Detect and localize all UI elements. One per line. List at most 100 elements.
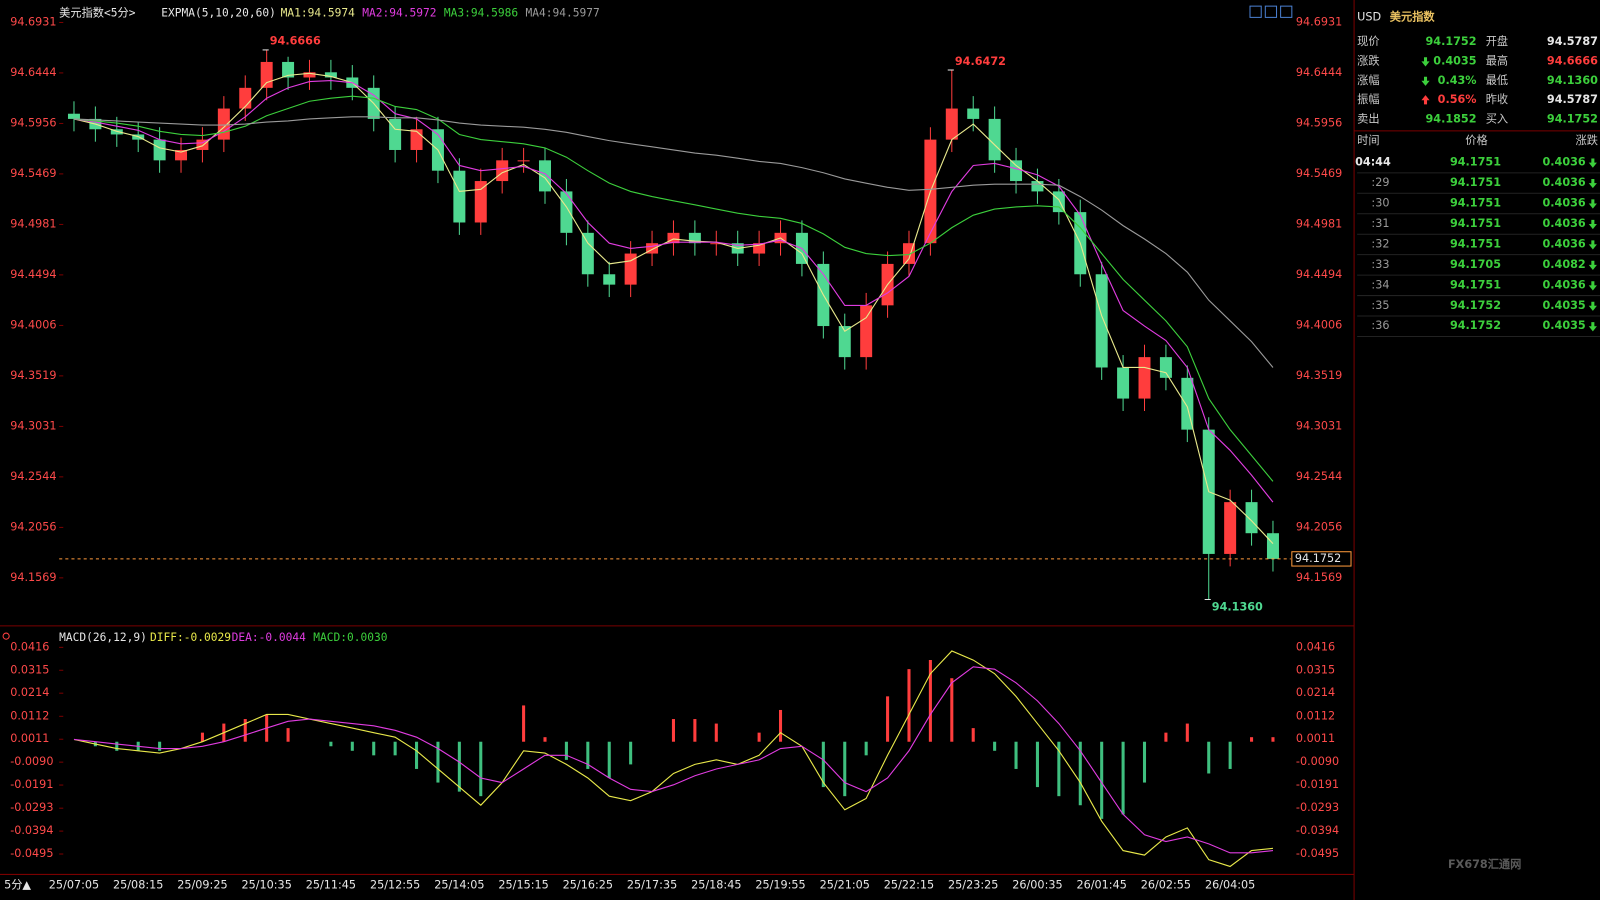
quote-value: 94.5787 (1547, 93, 1598, 106)
y-tick-label: 0.0011 (1296, 732, 1335, 745)
y-tick-label: 94.4494 (1296, 268, 1342, 281)
candle-body (410, 129, 423, 150)
candle-body (688, 232, 701, 244)
tick-time: :32 (1371, 237, 1389, 250)
y-tick-label: -0.0394 (10, 824, 53, 837)
indicator-icon[interactable] (2, 632, 10, 640)
quote-label: 振幅 (1357, 92, 1379, 106)
table-header: 涨跌 (1576, 133, 1598, 147)
tick-change: 0.4035 (1542, 299, 1585, 312)
legend-entry: DEA:-0.0044 (232, 631, 306, 644)
tick-change: 0.4036 (1542, 217, 1585, 230)
indicator-line (73, 650, 1274, 868)
x-tick-label: 26/02:55 (1141, 879, 1191, 892)
x-tick-label: 25/17:35 (627, 879, 677, 892)
y-tick-label: 94.2056 (1296, 520, 1342, 533)
legend-entry: DIFF:-0.0029 (150, 631, 231, 644)
candle-body (624, 253, 637, 285)
tick-time: :36 (1371, 319, 1389, 332)
y-tick-label: -0.0293 (1296, 801, 1339, 814)
tick-time: :35 (1371, 299, 1389, 312)
arrow-down (1588, 301, 1597, 311)
x-tick-label: 25/08:15 (113, 879, 163, 892)
quote-value: 94.1752 (1425, 35, 1476, 48)
x-tick-label: 25/12:55 (370, 879, 420, 892)
tick-price: 94.1751 (1450, 217, 1501, 230)
quote-label: 最高 (1486, 53, 1508, 67)
x-tick-label: 25/11:45 (306, 879, 356, 892)
y-tick-label: 94.3519 (1296, 369, 1342, 382)
tick-price: 94.1751 (1450, 197, 1501, 210)
arrow-down (1588, 158, 1597, 168)
x-tick-label: 26/00:35 (1012, 879, 1062, 892)
y-tick-label: -0.0191 (10, 778, 53, 791)
x-tick-label: 25/10:35 (241, 879, 291, 892)
tick-time: 04:44 (1355, 156, 1391, 169)
candle-body (1159, 357, 1172, 378)
y-tick-label: -0.0293 (10, 801, 53, 814)
arrow-down (1588, 281, 1597, 291)
candle-body (67, 113, 80, 119)
candle-body (838, 326, 851, 358)
x-tick-label: 25/15:15 (498, 879, 548, 892)
y-tick-label: 0.0112 (1296, 709, 1335, 722)
candle-body (324, 72, 337, 78)
arrow-down (1421, 57, 1430, 67)
chart-title: MACD(26,12,9) (59, 631, 147, 644)
y-tick-label: 94.5469 (10, 167, 56, 180)
arrow-down (1421, 76, 1430, 86)
candle-body (282, 61, 295, 78)
chart-title: 美元指数<5分> (59, 5, 136, 19)
x-tick-label: 26/04:05 (1205, 879, 1255, 892)
table-header: 时间 (1357, 134, 1379, 147)
watermark: FX678汇通网 (1448, 858, 1521, 871)
indicator-line (73, 72, 1274, 544)
candle-body (1181, 377, 1194, 430)
y-tick-label: 0.0214 (1296, 686, 1335, 699)
quote-value: 94.1360 (1547, 74, 1598, 87)
candle-body (1031, 181, 1044, 192)
last-price-label: 94.1752 (1295, 552, 1341, 565)
indicator-line (73, 80, 1274, 503)
candle-body (860, 305, 873, 358)
candle-body (560, 191, 573, 233)
y-tick-label: 94.4981 (10, 217, 56, 230)
y-tick-label: 94.2544 (10, 470, 56, 483)
y-tick-label: -0.0495 (1296, 847, 1339, 860)
quote-label: 开盘 (1486, 34, 1508, 48)
candle-body (1117, 367, 1130, 399)
quote-value: 94.1852 (1425, 113, 1476, 126)
toolbar-icon[interactable] (1280, 5, 1293, 18)
quote-label: 卖出 (1357, 112, 1379, 126)
y-tick-label: -0.0394 (1296, 824, 1339, 837)
candle-body (1052, 191, 1065, 213)
x-tick-label: 25/09:25 (177, 879, 227, 892)
y-tick-label: 0.0416 (10, 640, 49, 653)
candle-body (153, 139, 166, 161)
annotation: 94.6472 (955, 55, 1006, 68)
annotation: 94.1360 (1212, 601, 1263, 614)
x-tick-label: 26/01:45 (1077, 879, 1127, 892)
candle-body (303, 72, 316, 78)
tick-change: 0.4036 (1542, 156, 1585, 169)
toolbar-icon[interactable] (1264, 5, 1278, 18)
quote-value: 0.4035 (1433, 54, 1476, 67)
candle-body (603, 274, 616, 285)
x-tick-label: 25/22:15 (884, 879, 934, 892)
tick-price: 94.1751 (1450, 156, 1501, 169)
toolbar-icon[interactable] (1249, 5, 1262, 18)
y-tick-label: 0.0214 (10, 686, 49, 699)
y-tick-label: 0.0416 (1296, 640, 1335, 653)
arrow-down (1588, 178, 1597, 189)
quote-title: 美元指数 (1390, 9, 1436, 23)
y-tick-label: 94.2056 (10, 520, 56, 533)
tick-time: :33 (1371, 258, 1389, 271)
legend-entry: MA3:94.5986 (444, 6, 518, 19)
annotation: 94.6666 (270, 35, 321, 48)
arrow-down (1588, 322, 1597, 332)
candle-body (239, 87, 252, 109)
tick-change: 0.4036 (1542, 278, 1585, 291)
period-button[interactable]: 5分▲ (4, 879, 31, 892)
